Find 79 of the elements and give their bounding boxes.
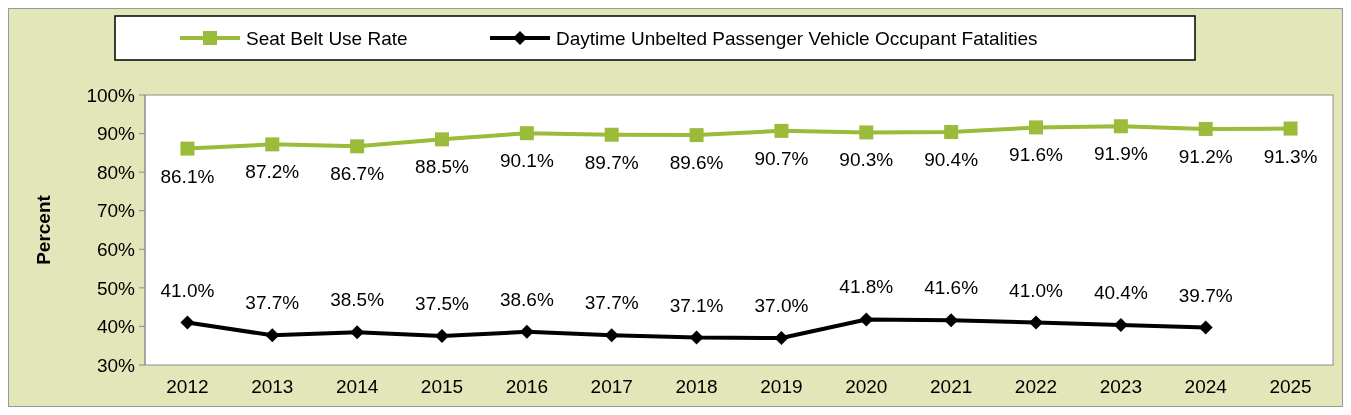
data-label: 37.7%: [584, 292, 639, 314]
point: [1198, 121, 1213, 136]
data-label: 41.8%: [839, 276, 894, 298]
point: [265, 328, 280, 343]
point: [519, 126, 534, 141]
data-label: 37.7%: [245, 292, 300, 314]
data-label: 40.4%: [1093, 281, 1148, 303]
point: [1198, 320, 1213, 335]
data-label: 91.6%: [1009, 144, 1064, 166]
y-axis-title: Percent: [33, 194, 54, 265]
data-label: 86.7%: [330, 163, 385, 185]
point: [774, 123, 789, 138]
point: [604, 127, 619, 142]
data-label: 37.0%: [754, 295, 809, 316]
y-tick-label: 40%: [96, 316, 136, 338]
data-label: 38.5%: [330, 289, 385, 311]
y-tick-label: 100%: [86, 84, 136, 106]
y-tick-label: 70%: [96, 200, 136, 222]
point: [859, 312, 874, 327]
point: [689, 128, 704, 143]
x-tick-label: 2023: [1099, 376, 1142, 397]
data-label: 91.2%: [1178, 145, 1233, 167]
x-tick-label: 2025: [1269, 376, 1312, 397]
point: [774, 331, 789, 345]
data-label: 90.4%: [924, 149, 979, 171]
data-label: 89.7%: [584, 151, 639, 173]
point: [944, 125, 959, 140]
point: [180, 315, 195, 330]
point: [1283, 121, 1298, 136]
data-label: 37.1%: [669, 294, 724, 316]
data-label: 90.3%: [839, 149, 894, 171]
data-label: 41.6%: [924, 277, 979, 299]
data-label: 41.0%: [160, 279, 215, 301]
point: [859, 125, 874, 140]
point: [1113, 119, 1128, 134]
data-label: 37.5%: [415, 293, 470, 315]
y-tick-label: 80%: [96, 161, 136, 183]
point: [435, 329, 449, 344]
data-label: 90.1%: [499, 150, 554, 172]
data-label: 41.0%: [1009, 279, 1064, 301]
x-tick-label: 2015: [420, 376, 464, 397]
x-tick-label: 2019: [760, 376, 803, 397]
legend-label: Daytime Unbelted Passenger Vehicle Occupant Fatalities: [556, 27, 1038, 49]
point: [519, 324, 534, 339]
x-tick-label: 2024: [1184, 376, 1228, 397]
point: [1029, 120, 1043, 135]
data-label: 91.3%: [1263, 145, 1318, 167]
point: [180, 141, 195, 156]
x-tick-label: 2014: [336, 376, 379, 397]
data-label: 86.1%: [160, 165, 215, 187]
point: [435, 132, 449, 147]
data-label: 87.2%: [245, 161, 300, 183]
point: [350, 139, 365, 154]
data-label: 89.6%: [669, 152, 724, 174]
legend-label: Seat Belt Use Rate: [246, 27, 408, 49]
y-tick-label: 30%: [96, 354, 136, 376]
x-tick-label: 2021: [930, 376, 973, 397]
data-label: 90.7%: [754, 147, 809, 169]
y-tick-label: 90%: [96, 123, 136, 145]
x-tick-label: 2022: [1014, 376, 1058, 397]
x-tick-label: 2012: [166, 376, 209, 397]
point: [1029, 315, 1043, 330]
x-tick-label: 2013: [251, 376, 294, 397]
data-label: 39.7%: [1178, 284, 1233, 306]
point: [944, 313, 959, 328]
x-tick-label: 2018: [675, 376, 718, 397]
y-tick-label: 50%: [96, 277, 136, 299]
point: [265, 137, 280, 152]
x-tick-label: 2016: [505, 376, 548, 397]
x-tick-label: 2017: [590, 376, 633, 397]
point: [350, 325, 365, 340]
y-tick-label: 60%: [96, 238, 136, 260]
point: [689, 330, 704, 345]
data-label: 91.9%: [1093, 143, 1148, 165]
x-tick-label: 2020: [845, 376, 888, 397]
point: [604, 328, 619, 343]
data-label: 38.6%: [499, 288, 554, 310]
point: [1113, 317, 1128, 332]
data-label: 88.5%: [415, 156, 470, 178]
